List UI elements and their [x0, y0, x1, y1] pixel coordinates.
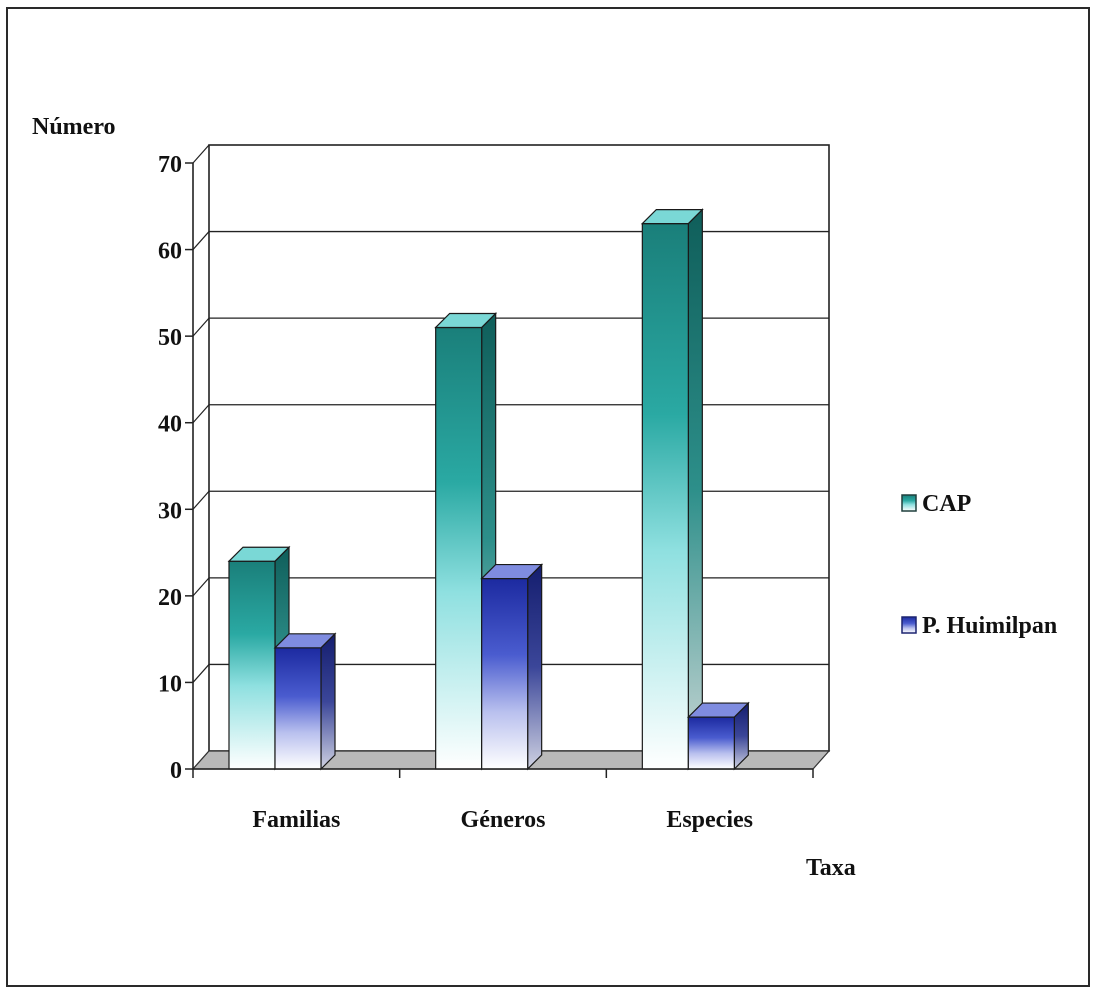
y-tick-label: 50 — [158, 325, 182, 351]
bar-huimilpan-side — [527, 563, 543, 771]
gridline-side — [192, 664, 210, 683]
bar-huimilpan — [687, 716, 735, 770]
bar-huimilpan — [481, 577, 529, 770]
x-tick-label: Especies — [666, 807, 753, 833]
gridline-side — [192, 490, 210, 510]
legend-swatch-cap — [901, 494, 917, 512]
x-tick-label: Géneros — [461, 807, 546, 833]
legend-swatch-huimilpan — [901, 616, 917, 634]
y-tick-label: 20 — [158, 585, 182, 611]
legend: CAP P. Huimilpan — [901, 491, 1057, 639]
y-tick-label: 0 — [170, 758, 182, 784]
legend-label-huimilpan: P. Huimilpan — [922, 613, 1057, 639]
gridline-side — [192, 577, 210, 597]
y-tick-label: 10 — [158, 671, 182, 697]
gridline-side — [192, 404, 210, 424]
bars — [227, 208, 750, 771]
bar-cap-top — [640, 209, 704, 225]
bar-cap-side — [687, 208, 703, 771]
y-tick-label: 40 — [158, 412, 182, 438]
x-tick-label: Familias — [252, 807, 340, 833]
gridline-side — [192, 317, 210, 337]
bar-huimilpan-top — [480, 563, 544, 580]
bar-cap-top — [434, 312, 498, 329]
bar-cap — [435, 326, 483, 770]
y-axis-label: Número — [32, 114, 116, 140]
bar-cap-top — [227, 546, 291, 562]
bar-huimilpan-top — [273, 633, 337, 649]
bar-huimilpan-side — [320, 632, 336, 771]
gridline-side — [192, 144, 210, 164]
bar-cap — [228, 560, 276, 770]
y-tick-label: 60 — [158, 239, 182, 265]
axes: 0 10 20 30 40 50 60 70 Familias Géneros Especies — [158, 152, 814, 833]
legend-label-cap: CAP — [922, 491, 971, 517]
y-tick-label: 70 — [158, 152, 182, 178]
gridline-side — [192, 231, 210, 250]
bar-huimilpan-top — [686, 702, 750, 718]
y-tick-label: 30 — [158, 498, 182, 524]
x-axis-label: Taxa — [806, 855, 856, 881]
bar-cap — [641, 223, 689, 770]
bar-huimilpan — [274, 647, 322, 770]
